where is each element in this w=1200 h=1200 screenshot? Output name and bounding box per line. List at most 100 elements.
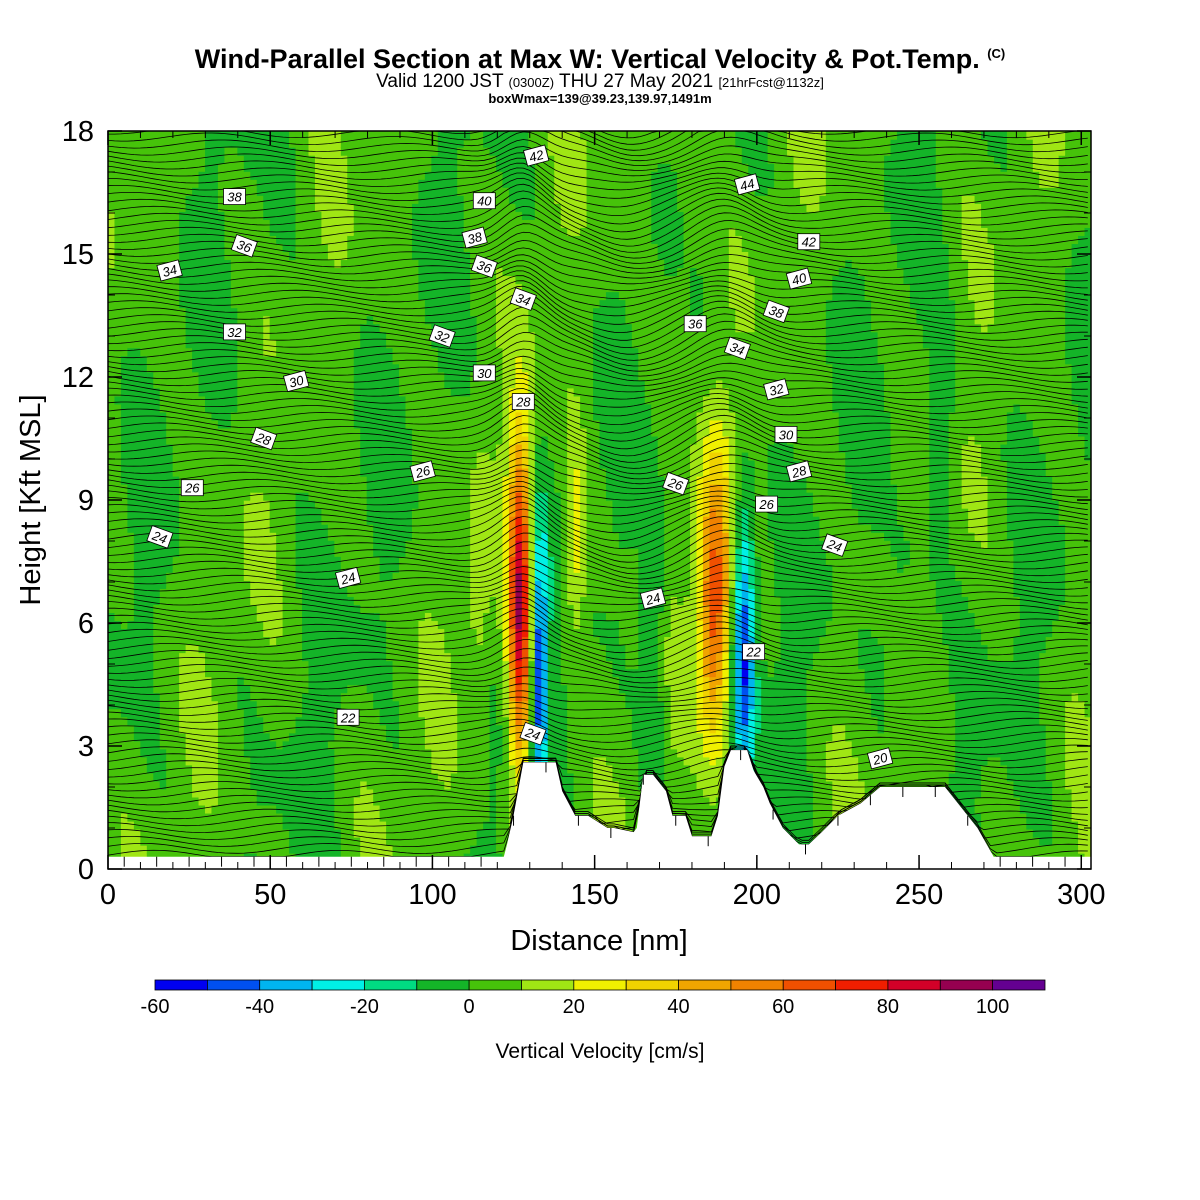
field-cell — [444, 267, 451, 276]
field-cell — [166, 380, 173, 389]
field-cell — [360, 380, 367, 389]
field-cell — [367, 484, 374, 493]
field-cell — [296, 668, 303, 677]
field-cell — [334, 516, 341, 525]
field-cell — [386, 235, 393, 244]
field-cell — [160, 316, 167, 325]
field-cell — [121, 348, 128, 357]
field-cell — [296, 235, 303, 244]
field-cell — [244, 139, 251, 148]
field-cell — [257, 187, 264, 196]
field-cell — [321, 845, 328, 854]
field-cell — [121, 797, 128, 806]
field-cell — [108, 428, 115, 437]
field-cell — [179, 171, 186, 180]
field-cell — [237, 685, 244, 694]
field-cell — [270, 540, 277, 549]
field-cell — [147, 155, 154, 164]
field-cell — [328, 652, 335, 661]
field-cell — [373, 139, 380, 148]
field-cell — [347, 733, 354, 742]
field-cell — [418, 572, 425, 581]
field-cell — [283, 484, 290, 493]
field-cell — [237, 789, 244, 798]
field-cell — [218, 837, 225, 846]
field-cell — [341, 749, 348, 758]
field-cell — [283, 235, 290, 244]
field-cell — [270, 548, 277, 557]
field-cell — [224, 316, 231, 325]
field-cell — [354, 604, 361, 613]
field-cell — [393, 588, 400, 597]
field-cell — [399, 725, 406, 734]
field-cell — [386, 187, 393, 196]
field-cell — [186, 179, 193, 188]
field-cell — [127, 364, 134, 373]
field-cell — [166, 340, 173, 349]
field-cell — [341, 428, 348, 437]
field-cell — [173, 460, 180, 469]
field-cell — [321, 155, 328, 164]
field-cell — [205, 733, 212, 742]
field-cell — [425, 829, 432, 838]
field-cell — [354, 444, 361, 453]
field-cell — [153, 227, 160, 236]
field-cell — [147, 420, 154, 429]
field-cell — [457, 821, 464, 830]
field-cell — [160, 580, 167, 589]
field-cell — [380, 508, 387, 517]
field-cell — [205, 773, 212, 782]
field-cell — [393, 291, 400, 300]
field-cell — [386, 364, 393, 373]
field-cell — [308, 203, 315, 212]
field-cell — [444, 805, 451, 814]
field-cell — [211, 404, 218, 413]
field-cell — [412, 484, 419, 493]
field-cell — [405, 741, 412, 750]
field-cell — [367, 540, 374, 549]
field-cell — [192, 195, 199, 204]
field-cell — [360, 749, 367, 758]
field-cell — [393, 813, 400, 822]
field-cell — [166, 428, 173, 437]
field-cell — [224, 717, 231, 726]
field-cell — [186, 636, 193, 645]
field-cell — [283, 203, 290, 212]
field-cell — [186, 324, 193, 333]
field-cell — [444, 829, 451, 838]
field-cell — [192, 187, 199, 196]
field-cell — [244, 676, 251, 685]
field-cell — [425, 620, 432, 629]
field-cell — [399, 508, 406, 517]
field-cell — [347, 267, 354, 276]
field-cell — [315, 340, 322, 349]
field-cell — [347, 163, 354, 172]
field-cell — [451, 195, 458, 204]
field-cell — [108, 660, 115, 669]
field-cell — [328, 556, 335, 565]
field-cell — [283, 757, 290, 766]
field-cell — [354, 163, 361, 172]
field-cell — [147, 548, 154, 557]
field-cell — [250, 372, 257, 381]
field-cell — [283, 500, 290, 509]
field-cell — [270, 219, 277, 228]
field-cell — [341, 356, 348, 365]
field-cell — [140, 620, 147, 629]
field-cell — [431, 620, 438, 629]
field-cell — [334, 508, 341, 517]
field-cell — [354, 428, 361, 437]
field-cell — [121, 364, 128, 373]
field-cell — [153, 235, 160, 244]
field-cell — [308, 749, 315, 758]
field-cell — [160, 813, 167, 822]
field-cell — [140, 324, 147, 333]
field-cell — [425, 845, 432, 854]
field-cell — [347, 243, 354, 252]
field-cell — [134, 749, 141, 758]
field-cell — [386, 757, 393, 766]
field-cell — [211, 251, 218, 260]
field-cell — [438, 444, 445, 453]
field-cell — [199, 340, 206, 349]
field-cell — [405, 789, 412, 798]
